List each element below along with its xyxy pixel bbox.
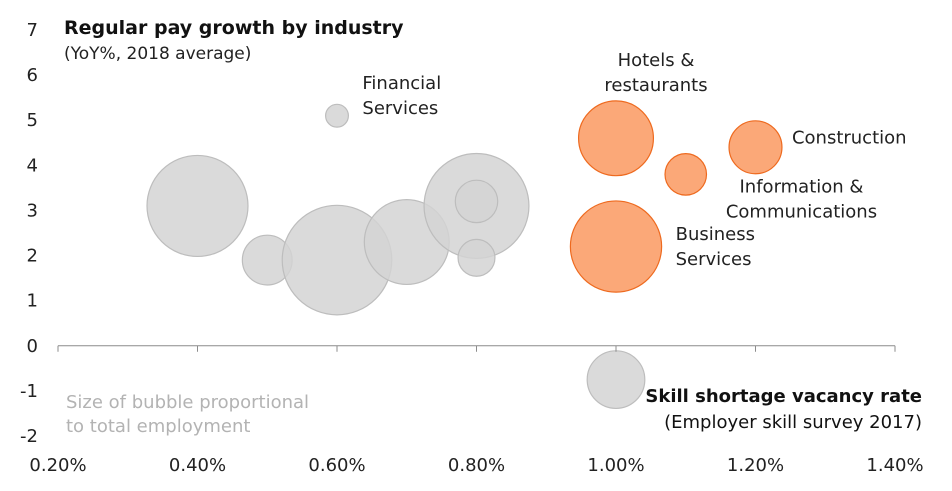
y-tick-label: -1 [20, 381, 38, 402]
bubble-label: Information & Communications [726, 176, 877, 222]
bubble [454, 179, 499, 224]
x-axis-title: Skill shortage vacancy rate [645, 386, 922, 407]
x-tick-label: 0.40% [169, 455, 226, 476]
x-tick-label: 0.20% [29, 455, 86, 476]
y-tick-label: 6 [27, 65, 38, 86]
y-tick-label: 4 [27, 155, 38, 176]
highlighted-bubble [569, 200, 663, 293]
bubble-labels: Financial Services Hotels & restaurants Busi… [362, 50, 906, 270]
bubble-size-note-line1: Size of bubble proportional [66, 392, 309, 413]
bubble-label: Business Services [676, 224, 755, 270]
bubble-label: Financial Services [362, 73, 441, 119]
y-tick-label: 1 [27, 291, 38, 312]
bubble [324, 103, 350, 128]
x-tick-label: 0.80% [448, 455, 505, 476]
y-tick-label: 5 [27, 110, 38, 131]
bubble [586, 350, 646, 410]
highlighted-bubble [728, 120, 783, 175]
x-tick-label: 1.40% [866, 455, 923, 476]
x-tick-labels: 0.20% 0.40% 0.60% 0.80% 1.00% 1.20% 1.40% [29, 455, 923, 476]
x-tick-label: 1.20% [727, 455, 784, 476]
bubble-label: Construction [792, 127, 907, 148]
highlighted-bubble [664, 153, 708, 196]
x-axis-subtitle: (Employer skill survey 2017) [664, 412, 922, 433]
bubble-label: Hotels & restaurants [604, 50, 707, 96]
x-tick-label: 0.60% [308, 455, 365, 476]
y-tick-label: 3 [27, 200, 38, 221]
bubble [457, 238, 496, 277]
y-tick-labels: 7 6 5 4 3 2 1 0 -1 -2 [20, 20, 38, 447]
y-tick-label: 0 [27, 336, 38, 357]
bubble [146, 154, 249, 258]
chart-title: Regular pay growth by industry [64, 17, 404, 39]
highlighted-bubble [577, 100, 655, 177]
y-tick-label: 2 [27, 246, 38, 267]
x-tick-marks [57, 345, 896, 352]
bubble-size-note-line2: to total employment [66, 416, 250, 437]
y-tick-label: -2 [20, 426, 38, 447]
chart-subtitle: (YoY%, 2018 average) [64, 44, 251, 64]
bubble-layer [146, 100, 783, 410]
y-tick-label: 7 [27, 20, 38, 41]
x-tick-label: 1.00% [587, 455, 644, 476]
